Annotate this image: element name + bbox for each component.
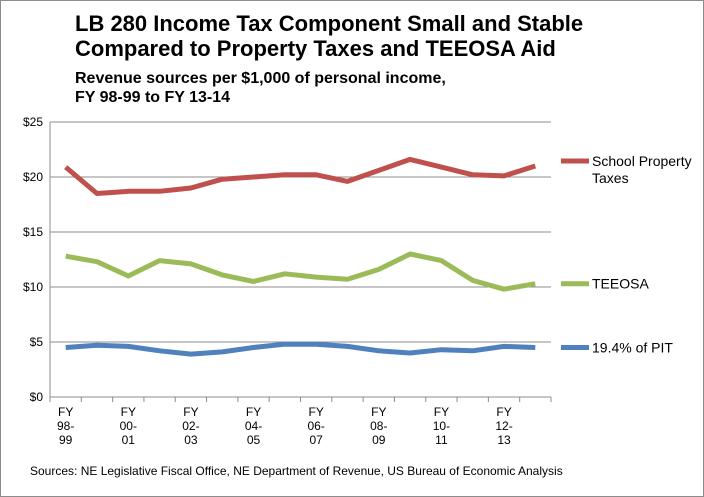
series-line [64, 156, 537, 196]
chart-subtitle-line-1: Revenue sources per $1,000 of personal i… [75, 70, 446, 87]
x-tick-label: FY 98-99 [57, 405, 74, 447]
y-tick-label: $20 [23, 170, 43, 184]
y-tick-label: $15 [23, 225, 43, 239]
y-tick-label: $10 [23, 280, 43, 294]
y-tick-label: $0 [30, 390, 44, 404]
chart-subtitle-line-2: FY 98-99 to FY 13-14 [75, 89, 231, 106]
x-tick-label: FY 10-11 [433, 405, 450, 447]
chart-title-line-2: Compared to Property Taxes and TEEOSA Ai… [75, 36, 556, 61]
legend-label: TEEOSA [592, 276, 649, 292]
series-line [65, 341, 536, 357]
series-line [65, 251, 536, 292]
x-tick-label: FY 12-13 [495, 405, 512, 447]
chart-title-line-1: LB 280 Income Tax Component Small and St… [75, 11, 584, 36]
x-tick-label: FY 02-03 [182, 405, 199, 447]
y-tick-label: $25 [23, 115, 43, 129]
x-tick-label: FY 08-09 [370, 405, 387, 447]
x-tick-label: FY 04-05 [245, 405, 262, 447]
source-note: Sources: NE Legislative Fiscal Office, N… [30, 464, 563, 478]
chart-subtitle: Revenue sources per $1,000 of personal i… [75, 69, 695, 107]
x-tick-label: FY 06-07 [307, 405, 324, 447]
x-tick-label: FY 00-01 [120, 405, 137, 447]
legend-label: School Property Taxes [592, 153, 692, 186]
y-tick-label: $5 [30, 335, 44, 349]
chart-title: LB 280 Income Tax Component Small and St… [75, 11, 695, 61]
legend-label: 19.4% of PIT [592, 340, 673, 356]
